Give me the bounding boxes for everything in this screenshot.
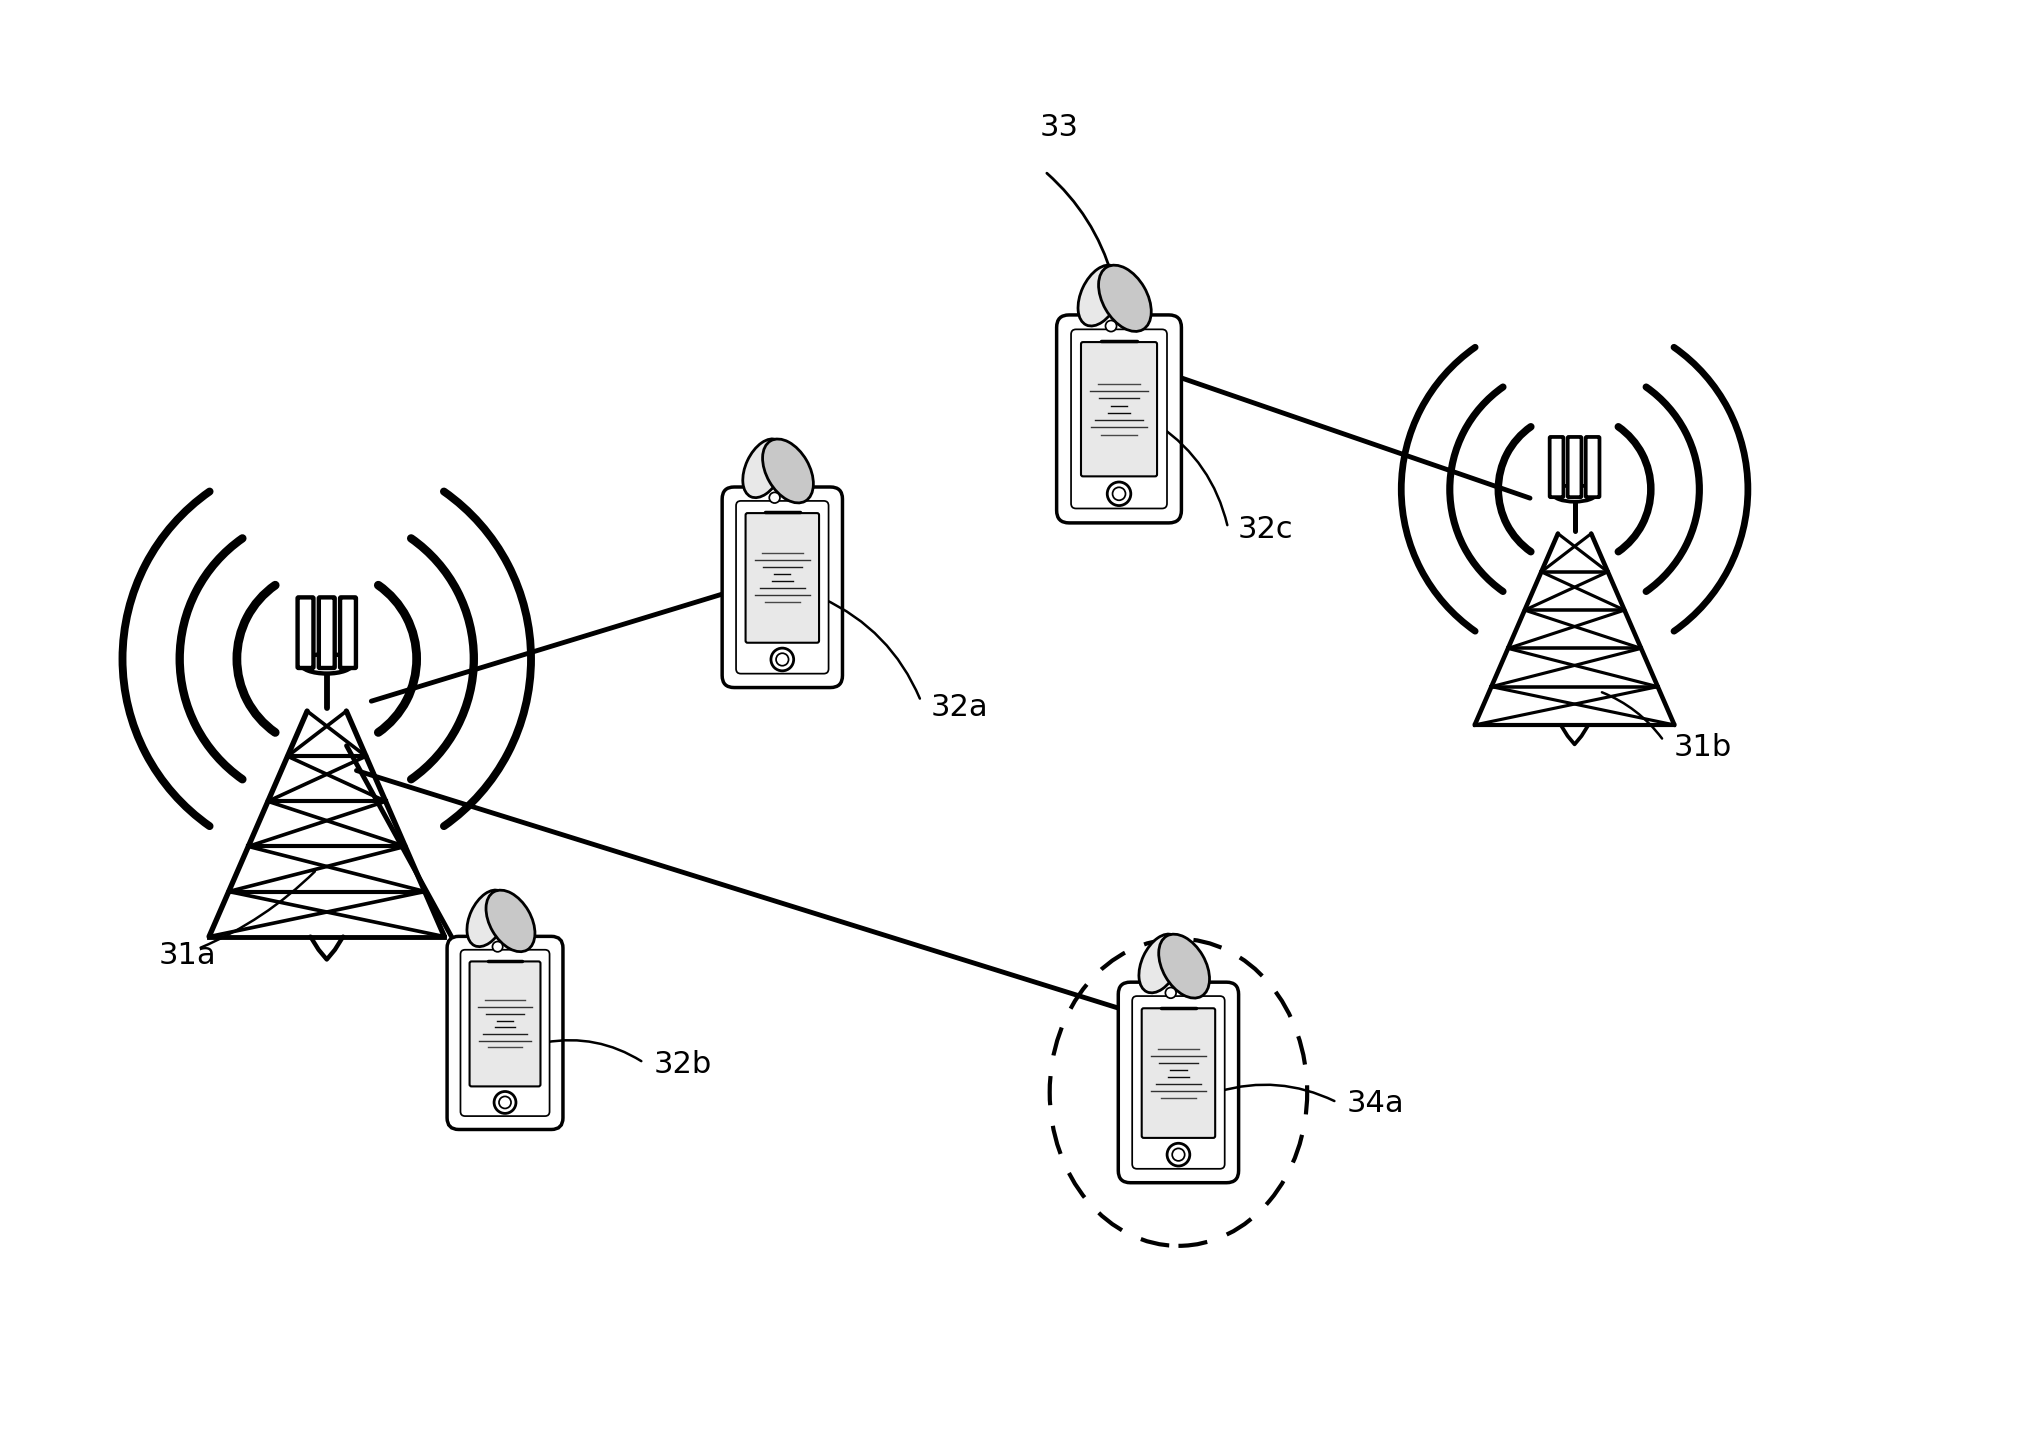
- Ellipse shape: [467, 890, 507, 946]
- Text: 31b: 31b: [1673, 732, 1732, 761]
- Circle shape: [768, 493, 781, 503]
- FancyBboxPatch shape: [746, 513, 819, 643]
- Text: 32b: 32b: [654, 1050, 711, 1078]
- FancyBboxPatch shape: [1133, 997, 1225, 1169]
- Ellipse shape: [742, 439, 785, 498]
- Ellipse shape: [302, 653, 353, 673]
- Circle shape: [493, 942, 503, 952]
- Text: 33: 33: [1039, 112, 1078, 142]
- Text: 31a: 31a: [159, 941, 216, 969]
- Ellipse shape: [1098, 266, 1151, 332]
- FancyBboxPatch shape: [1072, 329, 1168, 508]
- FancyBboxPatch shape: [461, 949, 550, 1116]
- FancyBboxPatch shape: [1056, 314, 1182, 523]
- Ellipse shape: [1553, 485, 1596, 501]
- FancyBboxPatch shape: [1586, 437, 1600, 497]
- FancyBboxPatch shape: [1080, 342, 1158, 477]
- Ellipse shape: [485, 890, 534, 952]
- FancyBboxPatch shape: [298, 597, 314, 668]
- FancyBboxPatch shape: [1141, 1008, 1215, 1137]
- Text: 34a: 34a: [1347, 1088, 1404, 1119]
- FancyBboxPatch shape: [340, 597, 357, 668]
- FancyBboxPatch shape: [469, 962, 540, 1087]
- FancyBboxPatch shape: [736, 501, 829, 673]
- Ellipse shape: [762, 439, 813, 503]
- Circle shape: [1105, 320, 1117, 332]
- FancyBboxPatch shape: [1119, 982, 1239, 1183]
- FancyBboxPatch shape: [446, 936, 562, 1130]
- FancyBboxPatch shape: [318, 597, 334, 668]
- Ellipse shape: [1160, 935, 1209, 998]
- FancyBboxPatch shape: [1567, 437, 1581, 497]
- Text: 32c: 32c: [1237, 514, 1294, 544]
- FancyBboxPatch shape: [721, 487, 842, 688]
- FancyBboxPatch shape: [1549, 437, 1563, 497]
- Ellipse shape: [1139, 933, 1182, 992]
- Circle shape: [1166, 988, 1176, 998]
- Text: 32a: 32a: [931, 694, 988, 722]
- Ellipse shape: [1078, 266, 1121, 326]
